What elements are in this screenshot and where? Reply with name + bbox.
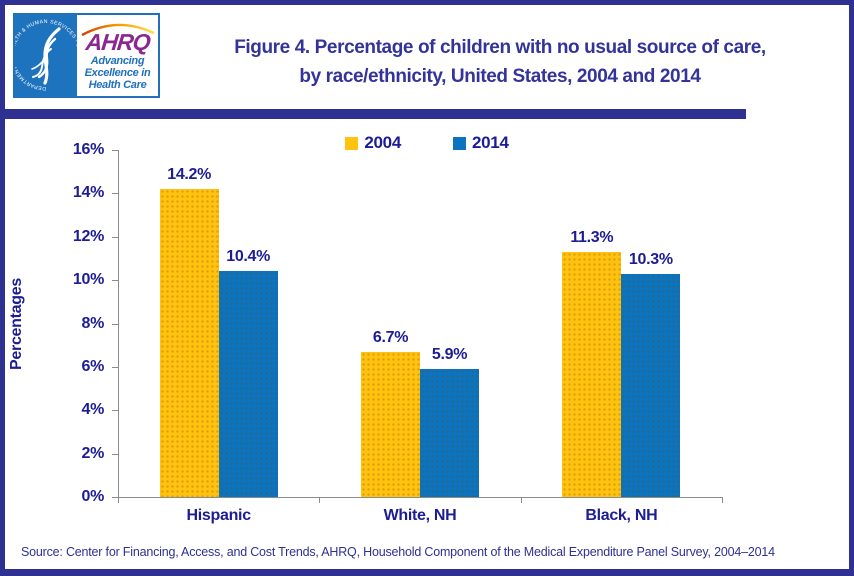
hhs-eagle-icon: DEPARTMENT OF HEALTH & HUMAN SERVICES - … (15, 19, 77, 91)
ahrq-hhs-logo: DEPARTMENT OF HEALTH & HUMAN SERVICES - … (13, 13, 160, 98)
y-tick-label: 0% (81, 488, 104, 505)
y-tick-label: 8% (81, 314, 104, 332)
y-tick (112, 193, 118, 195)
legend-item-2014: 2014 (453, 133, 509, 153)
legend-swatch-icon (345, 136, 359, 150)
legend-item-2004: 2004 (345, 133, 401, 153)
bar-value-label: 10.3% (628, 250, 673, 268)
bar-2014-hispanic (218, 271, 278, 497)
figure-title: Figure 4. Percentage of children with no… (170, 33, 830, 91)
source-note: Source: Center for Financing, Access, an… (21, 545, 775, 559)
y-tick-label: 2% (81, 444, 104, 462)
bar-value-label: 11.3% (570, 228, 614, 246)
bar-value-label: 6.7% (372, 328, 409, 346)
tagline-line2: Excellence in (84, 67, 151, 79)
x-axis (118, 497, 722, 498)
y-tick (112, 453, 118, 455)
y-tick (112, 150, 118, 151)
tagline-line3: Health Care (88, 79, 147, 91)
bar-value-label: 5.9% (431, 346, 468, 364)
x-tick (722, 497, 723, 503)
hhs-seal: DEPARTMENT OF HEALTH & HUMAN SERVICES - … (15, 15, 77, 96)
legend-label: 2004 (364, 133, 401, 152)
y-tick-label: 12% (72, 227, 104, 245)
y-tick (112, 280, 118, 282)
y-tick (112, 366, 118, 368)
x-tick (118, 497, 119, 503)
x-tick (319, 497, 321, 503)
legend-label: 2014 (472, 133, 509, 152)
figure-title-line2: by race/ethnicity, United States, 2004 a… (299, 66, 701, 87)
bar-2014-white-nh (420, 369, 479, 497)
category-label: Black, NH (585, 507, 658, 524)
ahrq-panel: AHRQ Advancing Excellence in Health Care (77, 15, 158, 96)
y-axis-title: Percentages (8, 278, 25, 370)
chart-legend: 2004 2014 (5, 133, 849, 153)
ahrq-wordmark: AHRQ (84, 29, 151, 55)
bar-2004-black-nh (562, 251, 622, 497)
y-axis (118, 150, 119, 497)
ahrq-tagline: Advancing Excellence in Health Care (85, 55, 151, 91)
y-tick-label: 10% (72, 271, 104, 289)
bar-2004-hispanic (159, 189, 219, 497)
y-tick (112, 236, 118, 238)
x-tick (520, 497, 522, 503)
bar-2004-white-nh (361, 351, 420, 497)
y-tick (112, 323, 118, 325)
category-label: Hispanic (186, 507, 252, 524)
legend-swatch-icon (453, 136, 466, 150)
rainbow-arc-icon (80, 23, 155, 36)
bar-value-label: 10.4% (226, 248, 271, 266)
y-tick-label: 6% (81, 357, 104, 375)
bar-value-label: 14.2% (167, 166, 212, 184)
y-tick (112, 410, 118, 412)
y-tick-label: 16% (72, 141, 104, 158)
category-label: White, NH (383, 507, 457, 524)
y-tick-label: 4% (81, 401, 104, 419)
tagline-line1: Advancing (90, 55, 145, 67)
bar-2014-black-nh (621, 273, 681, 497)
header-divider-bar (5, 109, 746, 119)
figure-title-line1: Figure 4. Percentage of children with no… (234, 37, 766, 58)
y-tick-label: 14% (72, 184, 104, 202)
y-tick (112, 497, 118, 498)
